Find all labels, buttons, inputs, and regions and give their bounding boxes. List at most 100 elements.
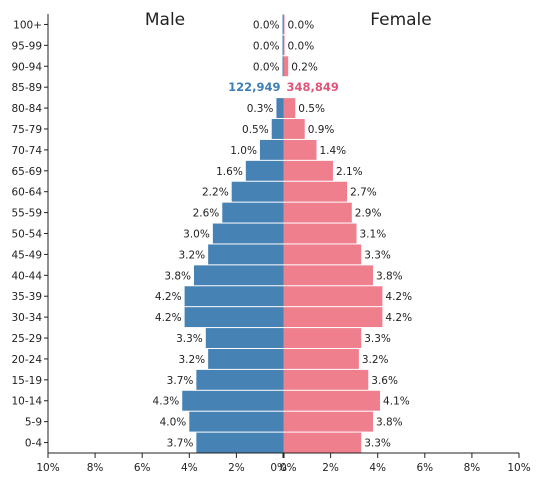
female-bar: [283, 181, 348, 202]
male-value-label: 3.7%: [167, 438, 194, 450]
y-tick-label: 45-49: [11, 249, 42, 261]
male-value-label: 3.7%: [167, 375, 194, 387]
y-tick-label: 90-94: [11, 61, 42, 73]
female-bar: [283, 265, 373, 286]
male-value-label: 4.0%: [160, 417, 187, 429]
male-bar: [276, 98, 284, 119]
female-value-label: 4.2%: [385, 312, 412, 324]
y-tick-label: 5-9: [25, 417, 42, 429]
female-value-label: 3.1%: [360, 229, 387, 241]
female-bar: [283, 139, 317, 160]
male-bar: [259, 139, 284, 160]
female-bar: [283, 119, 305, 139]
female-value-label: 0.0%: [288, 19, 315, 31]
y-tick-label: 15-19: [11, 375, 42, 387]
female-bar: [283, 98, 296, 119]
female-bar: [283, 160, 333, 181]
male-bar: [194, 265, 284, 286]
female-value-label: 3.8%: [376, 417, 403, 429]
female-value-label: 4.1%: [383, 396, 410, 408]
female-bar: [283, 56, 289, 77]
male-bar: [184, 286, 284, 307]
y-tick-label: 55-59: [11, 208, 42, 220]
x-tick-label: 6%: [416, 462, 433, 474]
female-value-label: 3.3%: [364, 333, 391, 345]
male-bar: [208, 244, 284, 265]
female-value-label: 348,849: [287, 80, 339, 94]
female-value-label: 4.2%: [385, 291, 412, 303]
female-value-label: 2.1%: [336, 166, 363, 178]
male-bar: [271, 119, 284, 139]
female-value-label: 2.7%: [350, 187, 377, 199]
male-title: Male: [145, 10, 185, 30]
male-bar: [208, 348, 284, 369]
x-tick-label: 10%: [507, 462, 530, 474]
female-value-label: 0.5%: [298, 103, 325, 115]
male-bar: [184, 307, 284, 328]
male-bar: [222, 202, 284, 223]
male-bar: [189, 411, 284, 432]
female-bar: [283, 307, 383, 328]
y-tick-label: 100+: [13, 19, 42, 31]
male-value-label: 3.2%: [178, 249, 205, 261]
y-tick-label: 60-64: [11, 187, 42, 199]
male-bar: [282, 14, 284, 35]
male-value-label: 0.0%: [253, 61, 280, 73]
female-value-label: 1.4%: [319, 145, 346, 157]
male-value-label: 0.0%: [253, 40, 280, 52]
x-tick-label: 10%: [36, 462, 59, 474]
male-value-label: 2.6%: [193, 208, 220, 220]
value-labels-group: 0.0% 0.0% 0.0% 0.0% 0.0% 0.2% 122,949 348,849 0.…: [153, 19, 413, 449]
female-value-label: 3.6%: [371, 375, 398, 387]
female-value-label: 0.9%: [308, 124, 335, 136]
male-bar: [196, 432, 284, 453]
female-bar: [283, 369, 369, 390]
x-tick-label: 8%: [87, 462, 104, 474]
male-value-label: 3.2%: [178, 354, 205, 366]
male-value-label: 4.2%: [155, 312, 182, 324]
x-tick-label: 0%: [280, 462, 297, 474]
male-value-label: 0.5%: [242, 124, 269, 136]
female-bar: [283, 390, 381, 411]
male-value-label: 4.2%: [155, 291, 182, 303]
x-tick-label: 2%: [228, 462, 245, 474]
male-bar: [196, 369, 284, 390]
male-value-label: 2.2%: [202, 187, 229, 199]
female-value-label: 0.2%: [291, 61, 318, 73]
female-value-label: 0.0%: [288, 40, 315, 52]
female-bar: [283, 14, 285, 35]
y-tick-label: 20-24: [11, 354, 42, 366]
male-bar: [231, 181, 284, 202]
x-tick-label: 2%: [322, 462, 339, 474]
y-tick-label: 30-34: [11, 312, 42, 324]
y-tick-label: 95-99: [11, 40, 42, 52]
female-bar: [283, 348, 359, 369]
male-value-label: 1.0%: [230, 145, 257, 157]
y-tick-label: 40-44: [11, 270, 42, 282]
female-bar: [283, 411, 373, 432]
male-bar: [182, 390, 284, 411]
x-tick-label: 6%: [134, 462, 151, 474]
female-bar: [283, 202, 352, 223]
female-bar: [283, 244, 362, 265]
x-tick-label: 0%: [270, 462, 287, 474]
male-bar: [212, 223, 284, 244]
male-value-label: 1.6%: [216, 166, 243, 178]
y-tick-label: 80-84: [11, 103, 42, 115]
x-tick-label: 8%: [464, 462, 481, 474]
y-tick-label: 75-79: [11, 124, 42, 136]
male-value-label: 3.8%: [164, 270, 191, 282]
female-title: Female: [370, 10, 431, 30]
female-value-label: 2.9%: [355, 208, 382, 220]
female-bar: [283, 432, 362, 453]
male-value-label: 0.0%: [253, 19, 280, 31]
y-tick-label: 10-14: [11, 396, 42, 408]
y-tick-label: 70-74: [11, 145, 42, 157]
male-value-label: 3.3%: [176, 333, 203, 345]
male-value-label: 0.3%: [247, 103, 274, 115]
x-axis: 10% 8% 6% 4% 2% 0%0% 2% 4% 6% 8% 10%: [36, 452, 531, 474]
female-bar: [283, 286, 383, 307]
y-axis: 100+ 95-99 90-94 85-89 80-84 75-79 70-74 65-69 6…: [11, 14, 49, 453]
male-value-label: 122,949: [228, 80, 280, 94]
